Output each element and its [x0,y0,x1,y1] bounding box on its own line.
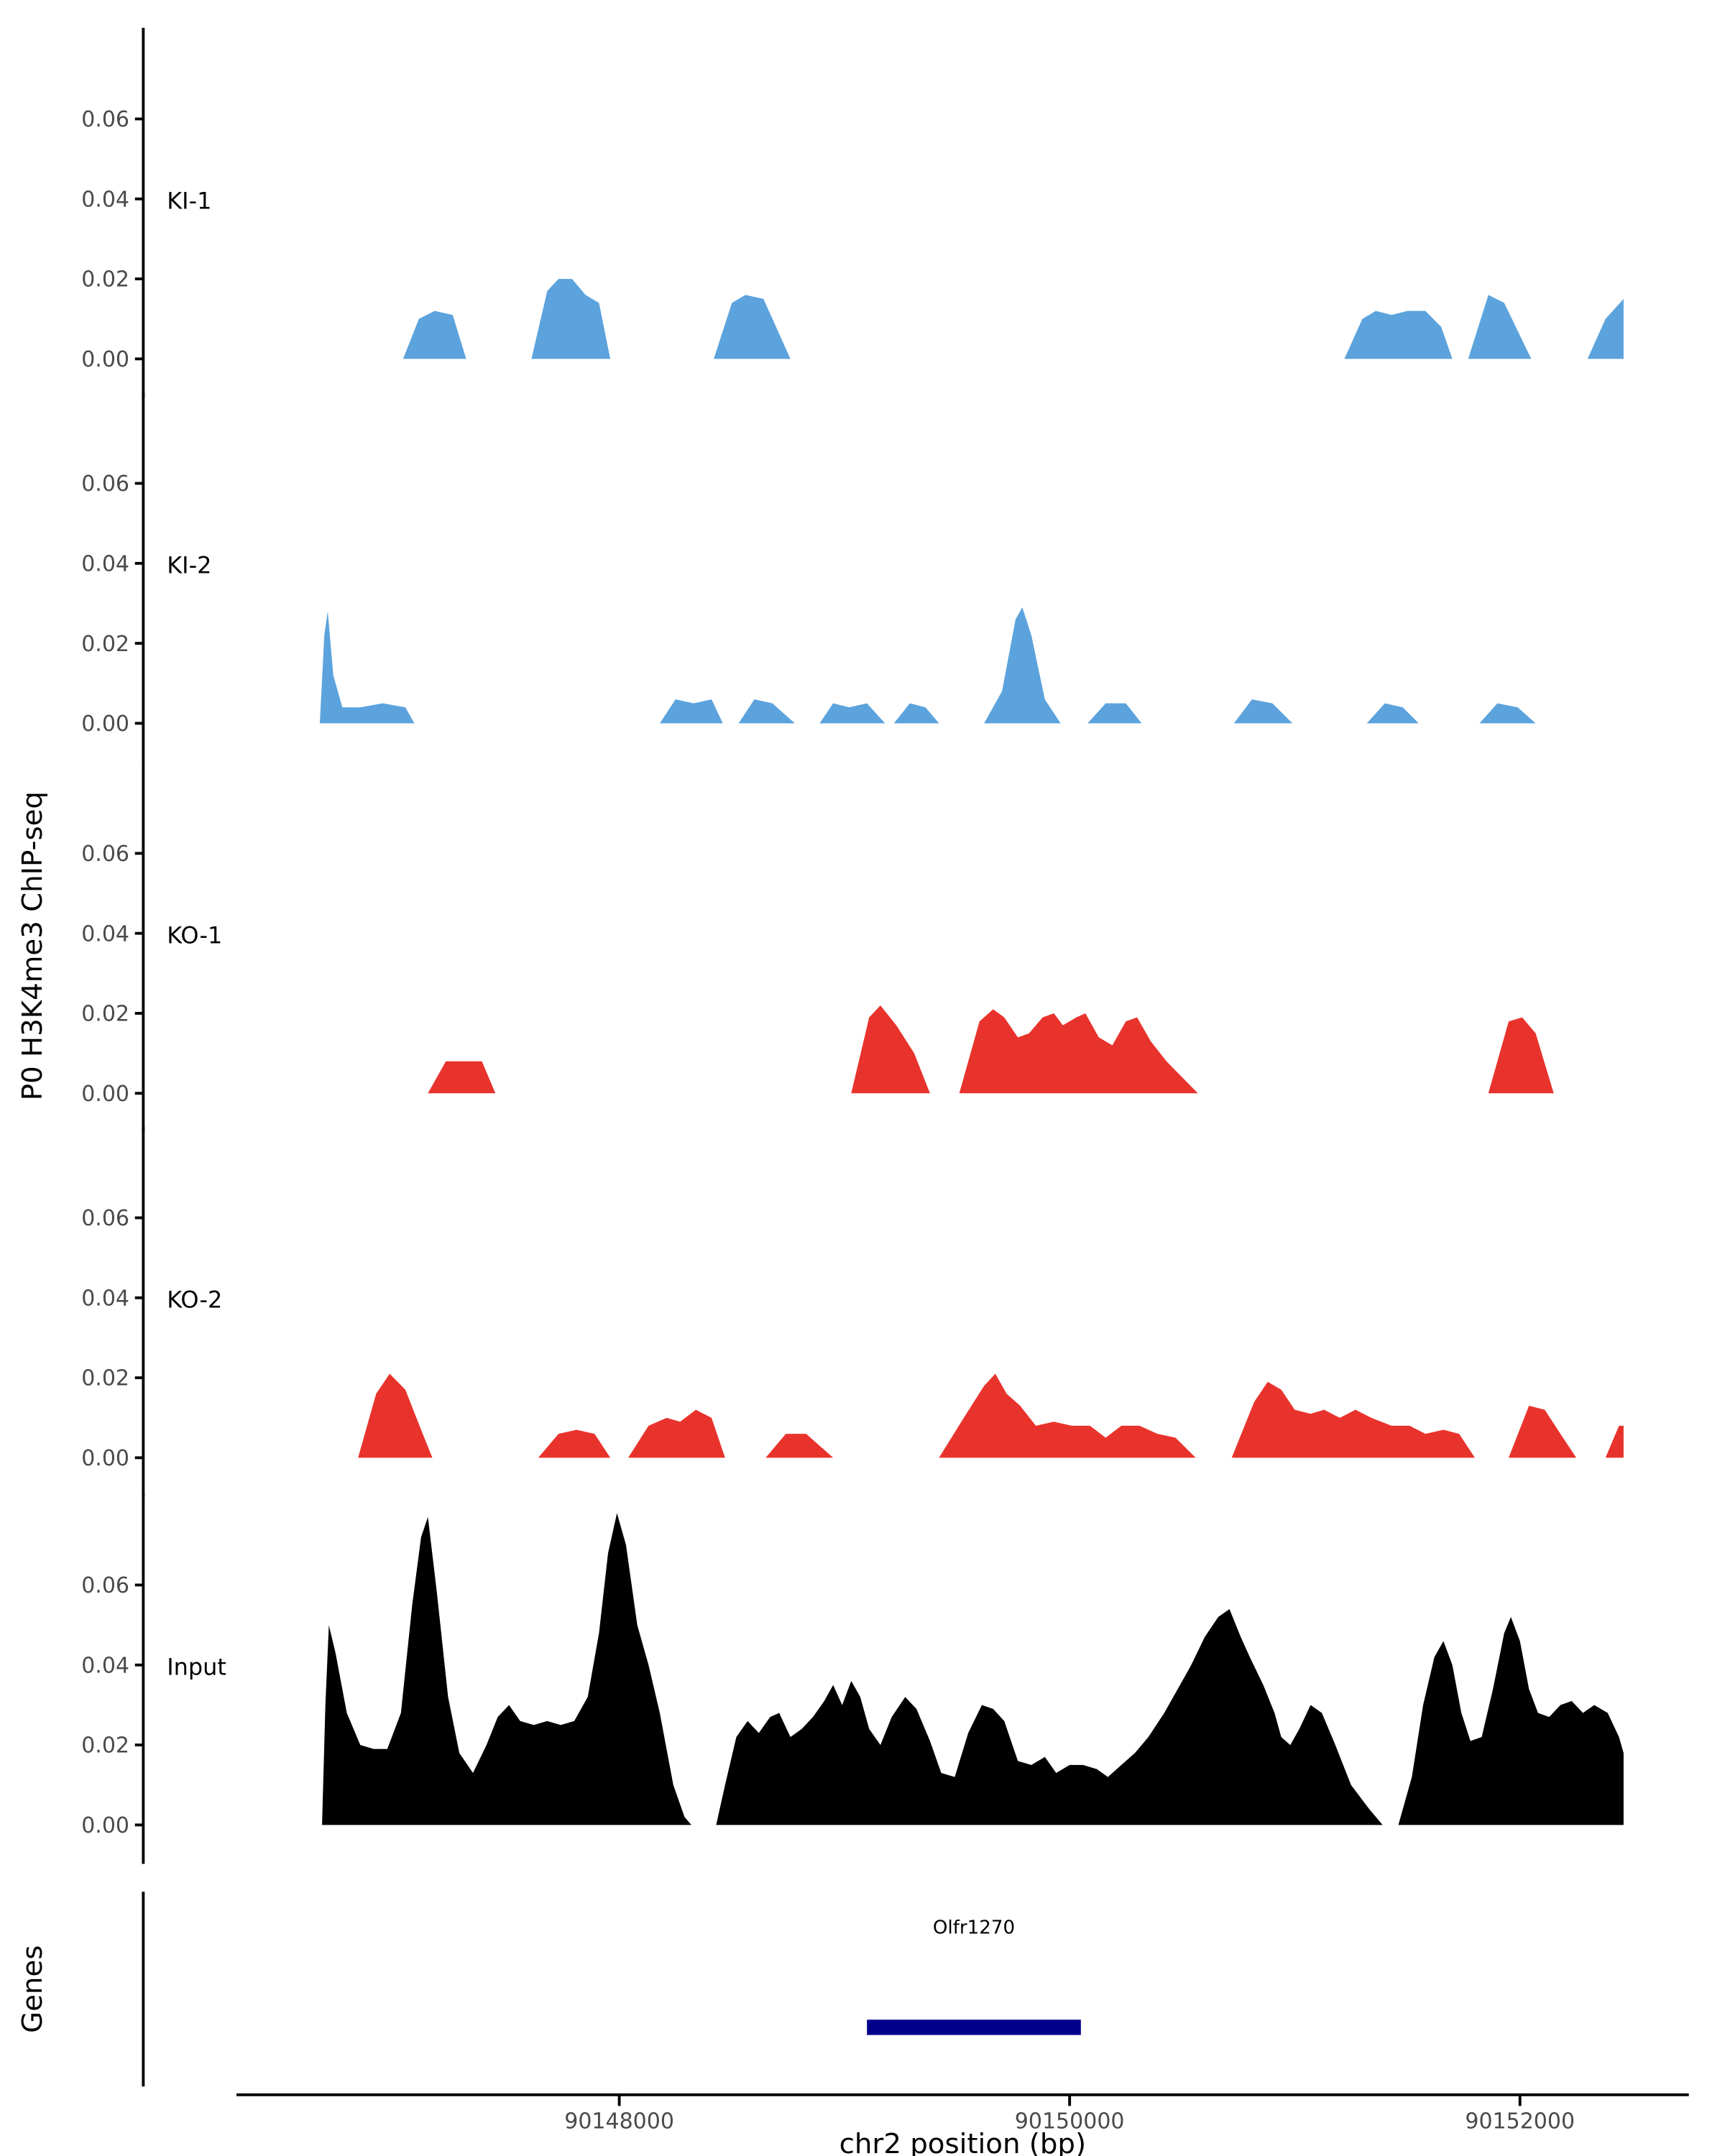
x-tick-label: 90152000 [1465,2109,1575,2134]
track-label-ko-2: KO-2 [167,1286,222,1313]
gene-body-bar [867,2019,1081,2035]
y-tick-label: 0.04 [81,552,129,577]
y-tick-label: 0.06 [81,107,129,132]
track-label-ki-1: KI-1 [167,187,211,214]
y-tick-label: 0.02 [81,632,129,657]
y-tick-label: 0.04 [81,921,129,946]
track-ko-1: 0.00 0.02 0.04 0.06 KO-1 [81,762,1554,1133]
signal-area-input [236,1513,1624,1825]
y-tick-label: 0.00 [81,347,129,372]
track-ko-2: 0.00 0.02 0.04 0.06 KO-2 [81,1126,1624,1497]
x-axis: 90148000 90150000 90152000 [236,2093,1689,2134]
y-tick-label: 0.06 [81,1573,129,1598]
y-tick-label: 0.04 [81,1653,129,1678]
track-ki-1: 0.00 0.02 0.04 0.06 KI-1 [81,27,1624,398]
y-tick-label: 0.02 [81,1366,129,1391]
y-tick-label: 0.00 [81,711,129,737]
track-input: 0.00 0.02 0.04 0.06 Input [81,1493,1624,1864]
genes-track: Olfr1270 [142,1892,1081,2087]
genes-axis-label: Genes [17,1945,49,2033]
y-tick-label: 0.04 [81,187,129,212]
track-ki-2: 0.00 0.02 0.04 0.06 KI-2 [81,392,1536,763]
y-tick-label: 0.00 [81,1446,129,1471]
y-tick-label: 0.06 [81,471,129,497]
x-axis-title: chr2 position (bp) [840,2128,1086,2156]
y-tick-label: 0.06 [81,842,129,867]
gene-label: Olfr1270 [933,1917,1015,1938]
signal-area-ko-2 [236,1373,1624,1458]
y-tick-label: 0.02 [81,1733,129,1759]
signal-area-ko-1 [236,1005,1554,1094]
track-label-ki-2: KI-2 [167,551,211,579]
track-label-input: Input [167,1653,226,1680]
signal-area-ki-1 [236,279,1624,359]
signal-area-ki-2 [236,607,1536,724]
x-tick-label: 90148000 [564,2109,674,2134]
y-tick-label: 0.00 [81,1082,129,1107]
y-tick-label: 0.02 [81,267,129,292]
y-axis-label: P0 H3K4me3 ChIP-seq [17,791,49,1100]
y-tick-label: 0.00 [81,1813,129,1838]
signal-tracks: 0.00 0.02 0.04 0.06 KI-1 0.00 0.02 0.04 0.06 KI-2… [81,27,1624,1864]
x-tick-label: 90150000 [1015,2109,1125,2134]
track-label-ko-1: KO-1 [167,921,222,949]
y-tick-label: 0.04 [81,1286,129,1311]
y-tick-label: 0.02 [81,1002,129,1027]
y-tick-label: 0.06 [81,1206,129,1231]
